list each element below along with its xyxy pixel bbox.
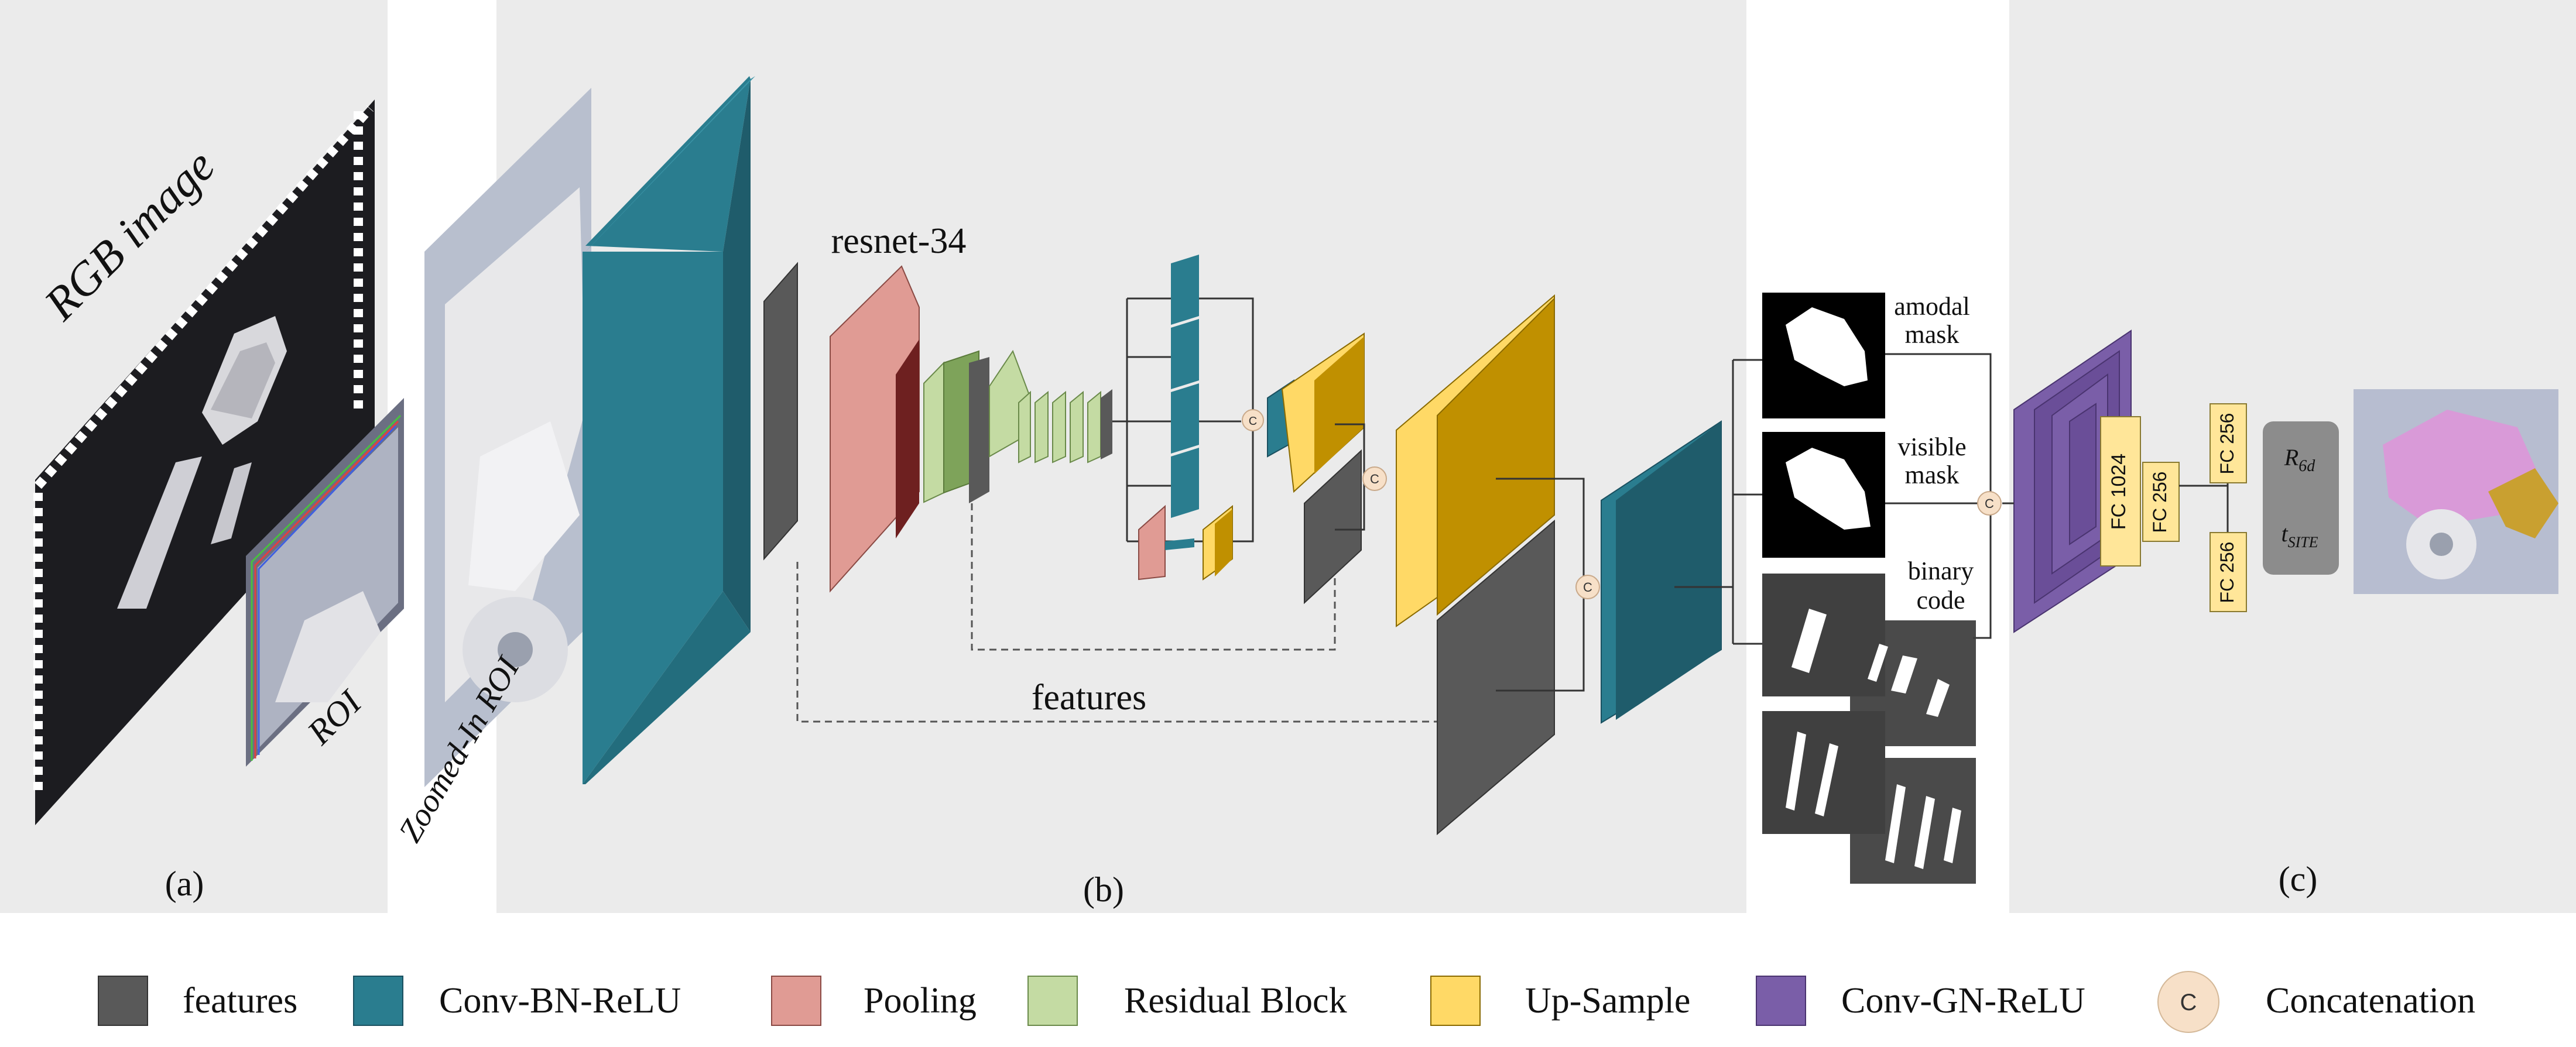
- backbone-label: resnet-34: [831, 221, 967, 261]
- residual-blocks-2: [989, 349, 1112, 464]
- amodal-mask-image: [1762, 293, 1885, 418]
- feature-block-2: [1304, 449, 1362, 605]
- concat-node-4: [1977, 491, 2002, 516]
- concat-node-2: [1362, 466, 1387, 491]
- concat-node-2-symbol: C: [1370, 472, 1379, 486]
- fc-1024-box: [2100, 416, 2141, 567]
- legend-swatch-up-sample: [1430, 976, 1481, 1026]
- visible-label-2: mask: [1905, 461, 1960, 489]
- visible-mask-image: [1762, 432, 1885, 558]
- binary-label-1: binary: [1908, 557, 1974, 585]
- concat-node-3: [1575, 575, 1600, 599]
- legend-swatch-conv-bn-relu: [353, 976, 403, 1026]
- zoomed-roi-image: [424, 88, 591, 787]
- legend-label-conv-gn-relu: Conv-GN-ReLU: [1841, 981, 2085, 1021]
- fc-256-label-c: FC 256: [2217, 542, 2238, 603]
- pooling-block: [830, 265, 920, 593]
- legend-swatch-residual-block: [1027, 976, 1078, 1026]
- legend-swatch-pooling: [771, 976, 821, 1026]
- visible-label-1: visible: [1897, 432, 1966, 461]
- residual-blocks-1: [923, 350, 989, 503]
- panel-a-label: (a): [165, 864, 204, 903]
- upsample-block-2: [1396, 294, 1555, 627]
- legend-label-conv-bn-relu: Conv-BN-ReLU: [439, 981, 681, 1021]
- legend-concat-symbol: C: [2180, 990, 2197, 1015]
- pyramid-conv-blocks: [1138, 255, 1233, 581]
- legend-label-concatenation: Concatenation: [2266, 981, 2475, 1021]
- binary-label-2: code: [1916, 586, 1965, 615]
- legend-swatch-features: [98, 976, 148, 1026]
- feature-block-1: [763, 262, 798, 561]
- legend-label-up-sample: Up-Sample: [1525, 981, 1690, 1021]
- panel-b-label: (b): [1083, 870, 1124, 909]
- translation-label: tSITE: [2281, 520, 2318, 551]
- legend-swatch-conv-gn-relu: [1756, 976, 1806, 1026]
- output-branch-lines: [1674, 353, 1992, 645]
- fc-256-box-c: [2210, 532, 2247, 612]
- legend-label-residual-block: Residual Block: [1124, 981, 1347, 1021]
- panel-c-label: (c): [2279, 860, 2318, 898]
- legend: features Conv-BN-ReLU Pooling Residual B…: [98, 971, 2475, 1033]
- conv-head: [1601, 420, 1722, 724]
- concat-node-1-symbol: C: [1249, 415, 1257, 428]
- fc-256-label-a: FC 256: [2149, 472, 2170, 533]
- rotation-label: R6d: [2284, 444, 2315, 475]
- fc-256-box-a: [2142, 462, 2180, 542]
- concat-node-1: [1242, 409, 1264, 431]
- conv-block-input: [583, 76, 755, 784]
- legend-label-pooling: Pooling: [864, 981, 977, 1021]
- features-label: features: [1032, 678, 1146, 718]
- concat-node-3-symbol: C: [1583, 580, 1592, 595]
- fc-256-box-b: [2210, 403, 2247, 483]
- feature-block-3: [1437, 519, 1555, 836]
- rgb-image: [33, 99, 404, 825]
- skip-connection-lines: [796, 503, 1437, 723]
- legend-swatch-concatenation: [2157, 971, 2219, 1033]
- binary-code-images: [1762, 574, 1976, 884]
- fc-1024-label: FC 1024: [2108, 454, 2130, 530]
- rendered-pose-image: [2354, 389, 2558, 594]
- fc-256-label-b: FC 256: [2217, 413, 2238, 475]
- concat-node-4-symbol: C: [1985, 496, 1994, 511]
- amodal-label-2: mask: [1905, 320, 1960, 349]
- pose-output-box: [2263, 421, 2339, 575]
- amodal-label-1: amodal: [1894, 292, 1970, 321]
- legend-label-features: features: [183, 981, 297, 1021]
